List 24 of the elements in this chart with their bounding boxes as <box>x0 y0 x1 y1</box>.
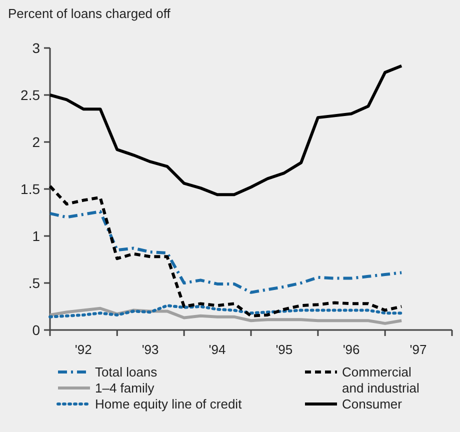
legend-label: Home equity line of credit <box>95 396 242 412</box>
x-tick-label: '95 <box>276 342 293 357</box>
y-axis-title: Percent of loans charged off <box>8 6 171 21</box>
y-tick-label: 1 <box>32 228 40 244</box>
x-tick-label: '92 <box>74 342 92 357</box>
y-tick-label: 3 <box>32 40 40 56</box>
line-series <box>48 210 404 294</box>
legend-label: 1–4 family <box>95 380 155 396</box>
x-tick-label: '94 <box>208 342 226 357</box>
line-series <box>48 184 404 318</box>
legend-label: Consumer <box>342 396 403 412</box>
x-tick-label: '93 <box>142 342 159 357</box>
line-series <box>48 304 404 318</box>
x-tick-label: '97 <box>410 342 427 357</box>
legend-label: Total loans <box>95 364 158 380</box>
y-tick-label: 2 <box>32 134 40 150</box>
y-tick-label: .5 <box>28 274 40 291</box>
x-tick-label: '96 <box>342 342 360 357</box>
line-series <box>48 64 404 196</box>
line-series <box>48 306 404 325</box>
y-tick-label: 0 <box>32 322 40 338</box>
legend-label: Commercial and industrial <box>342 364 420 396</box>
y-tick-label: 2.5 <box>20 86 40 103</box>
y-tick-label: 1.5 <box>20 180 40 197</box>
